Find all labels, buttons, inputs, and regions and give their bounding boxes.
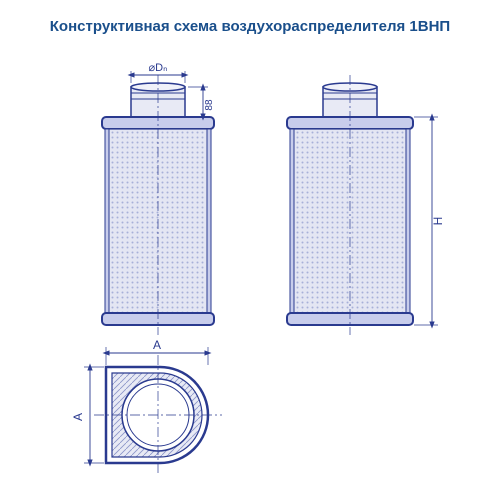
dim-width-label: A xyxy=(153,338,161,352)
diagram: ⌀Dₙ 88 H xyxy=(0,35,500,485)
dim-neck-height-label: 88 xyxy=(204,99,215,111)
side-view: H xyxy=(287,75,445,335)
dim-diameter-label: ⌀Dₙ xyxy=(149,62,168,74)
plan-view: A A xyxy=(71,338,222,475)
dim-depth-label: A xyxy=(71,413,85,421)
page-title: Конструктивная схема воздухораспределите… xyxy=(0,0,500,35)
front-view: ⌀Dₙ 88 xyxy=(102,62,215,335)
dim-height-label: H xyxy=(431,217,445,226)
